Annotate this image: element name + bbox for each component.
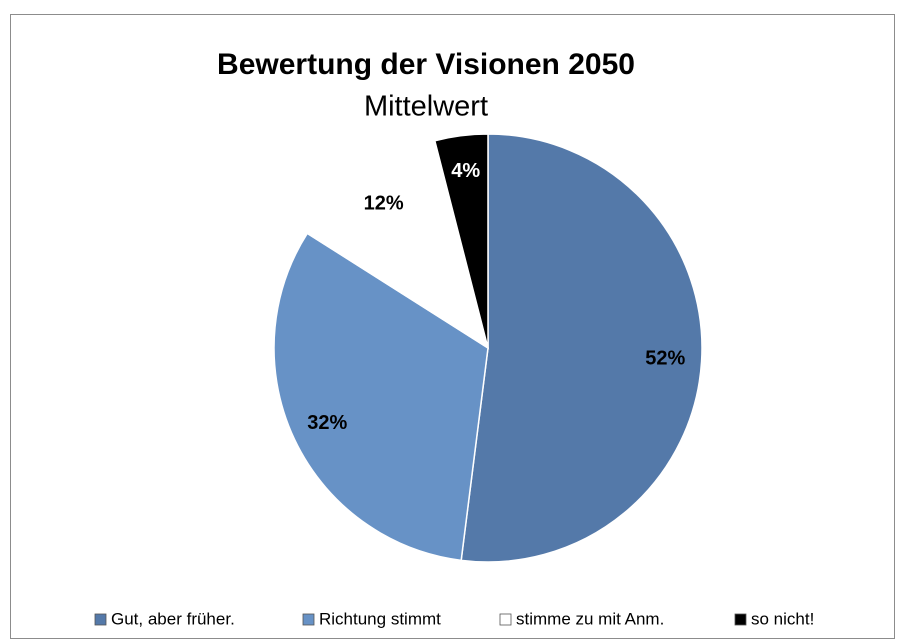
- data-label: 12%: [364, 193, 404, 215]
- legend-swatch: [302, 613, 315, 626]
- data-label: 32%: [307, 412, 347, 434]
- legend-label: stimme zu mit Anm.: [516, 609, 664, 628]
- pie-slice: [273, 232, 489, 562]
- legend-swatch: [94, 613, 107, 626]
- legend-label: Richtung stimmt: [319, 609, 441, 628]
- pie-slice: [433, 133, 489, 349]
- pie-slice: [460, 133, 703, 563]
- data-label: 52%: [645, 347, 685, 369]
- data-label: 4%: [451, 160, 480, 182]
- chart-subtitle: Mittelwert: [364, 91, 488, 123]
- legend-label: so nicht!: [751, 609, 814, 628]
- legend-swatch: [734, 613, 747, 626]
- legend-swatch: [499, 613, 512, 626]
- pie-slice: [306, 139, 490, 350]
- chart-title: Bewertung der Visionen 2050: [217, 48, 635, 81]
- legend-label: Gut, aber früher.: [111, 609, 235, 628]
